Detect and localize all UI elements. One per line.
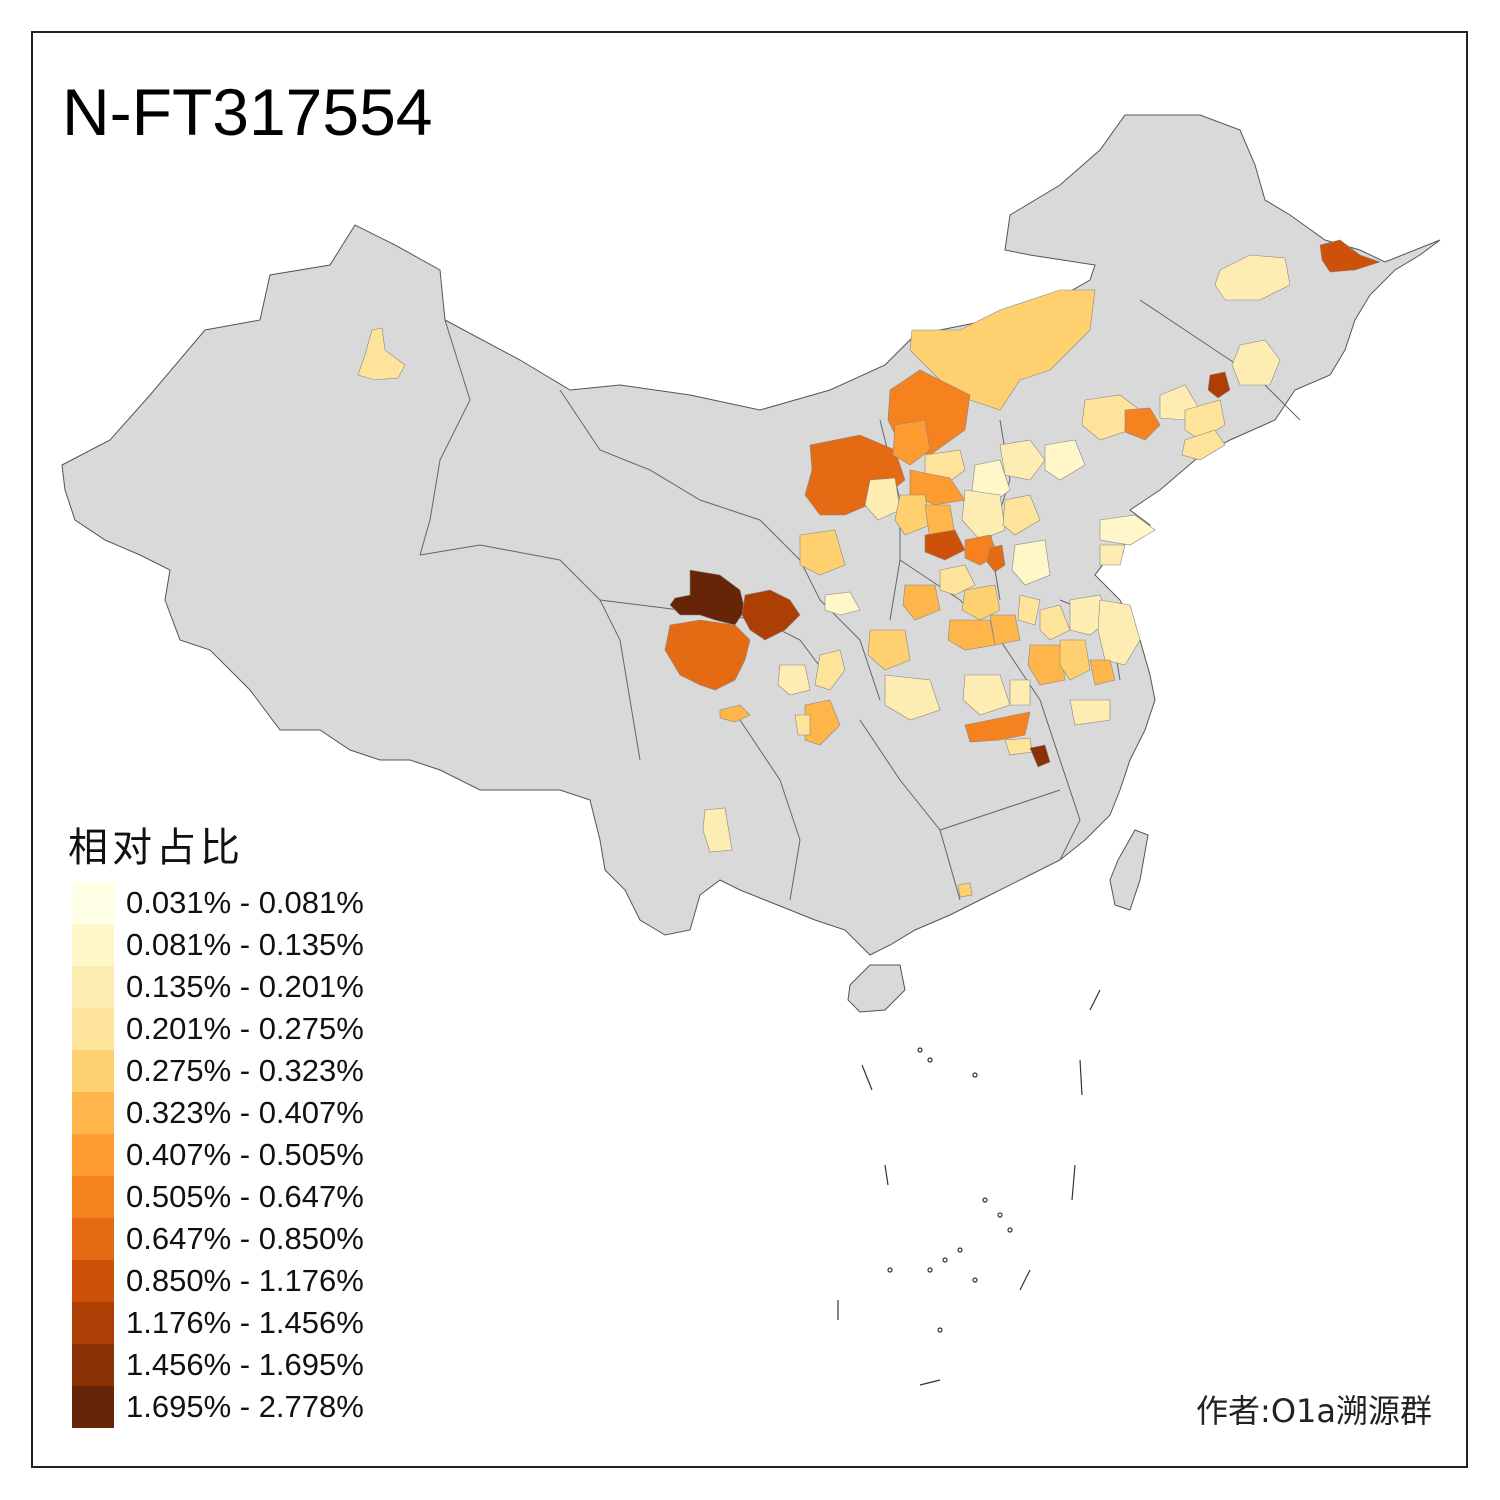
region-guangdong-spot	[957, 882, 973, 898]
region-shanxi-1	[892, 419, 931, 466]
legend-item: 0.505% - 0.647%	[72, 1176, 364, 1218]
region-henan-4	[947, 619, 996, 651]
region-heilongjiang-ne	[1319, 239, 1381, 273]
region-aba	[664, 619, 751, 691]
legend-item: 0.031% - 0.081%	[72, 882, 364, 924]
taiwan-island	[1109, 829, 1149, 911]
region-harbin	[1231, 339, 1281, 386]
region-henan-6	[1017, 594, 1041, 626]
legend-swatch	[72, 1302, 114, 1344]
legend-swatch	[72, 882, 114, 924]
hainan-island	[847, 964, 906, 1013]
legend-swatch	[72, 1092, 114, 1134]
legend-label: 0.201% - 0.275%	[126, 1011, 364, 1046]
region-ganzi-spot	[719, 704, 751, 723]
region-heilongjiang-mid	[1214, 254, 1291, 301]
region-jilin-dark	[1207, 371, 1231, 399]
region-xianning	[1004, 737, 1033, 756]
region-anhui-1	[1039, 604, 1071, 641]
legend-label: 0.135% - 0.201%	[126, 969, 364, 1004]
region-shanxi-4	[864, 477, 901, 521]
legend-swatch	[72, 1344, 114, 1386]
legend-swatch	[72, 924, 114, 966]
region-gansu-s	[741, 589, 801, 641]
legend-item: 0.407% - 0.505%	[72, 1134, 364, 1176]
legend-label: 0.647% - 0.850%	[126, 1221, 364, 1256]
region-hebei-4	[961, 489, 1006, 541]
region-shandong-e	[1099, 514, 1156, 546]
legend-item: 0.275% - 0.323%	[72, 1050, 364, 1092]
region-shaanxi-n	[799, 529, 846, 576]
legend-item: 0.323% - 0.407%	[72, 1092, 364, 1134]
region-sichuan-1	[777, 664, 811, 696]
legend-label: 0.081% - 0.135%	[126, 927, 364, 962]
region-kunming	[702, 807, 733, 853]
china-landmass	[61, 114, 1441, 956]
region-jiangsu	[1097, 599, 1141, 666]
region-henan-1	[902, 584, 941, 621]
region-anhui-5	[1089, 659, 1116, 686]
legend-swatch	[72, 1134, 114, 1176]
region-anhui-4	[1059, 639, 1091, 681]
region-hanzhong	[867, 629, 911, 671]
region-jingzhou	[964, 711, 1031, 743]
region-hubei-3	[1009, 679, 1031, 706]
region-hubei-4	[1069, 699, 1111, 726]
legend-item: 1.456% - 1.695%	[72, 1344, 364, 1386]
map-frame	[31, 31, 1468, 1468]
region-henan-5	[989, 614, 1021, 646]
legend-item: 0.850% - 1.176%	[72, 1260, 364, 1302]
region-xinjiang	[357, 327, 406, 381]
region-shandong-w	[1011, 539, 1051, 586]
legend-label: 0.323% - 0.407%	[126, 1095, 364, 1130]
legend-title: 相对占比	[68, 825, 244, 871]
region-xinxiang	[986, 544, 1006, 573]
legend-swatch	[72, 1218, 114, 1260]
region-hebei-1	[999, 439, 1046, 481]
legend: 0.031% - 0.081% 0.081% - 0.135% 0.135% - 0…	[72, 882, 364, 1428]
region-xining	[669, 569, 746, 626]
legend-swatch	[72, 1008, 114, 1050]
legend-swatch	[72, 966, 114, 1008]
region-liaoning-2	[1124, 407, 1161, 441]
legend-swatch	[72, 1386, 114, 1428]
region-shanxi-5	[894, 494, 931, 536]
legend-item: 0.647% - 0.850%	[72, 1218, 364, 1260]
region-sichuan-2	[794, 714, 811, 736]
region-hubei-1	[884, 674, 941, 721]
map-title: N-FT317554	[62, 75, 433, 149]
legend-label: 0.031% - 0.081%	[126, 885, 364, 920]
scs-islands	[837, 989, 1101, 1386]
region-anhui-3	[1027, 644, 1066, 686]
region-guangyuan	[814, 649, 846, 691]
region-hebei-5	[1002, 494, 1041, 536]
region-hubei-2	[962, 674, 1011, 716]
region-jincheng	[924, 529, 966, 561]
legend-swatch	[72, 1050, 114, 1092]
region-jiujiang	[1029, 744, 1051, 768]
legend-item: 0.135% - 0.201%	[72, 966, 364, 1008]
legend-label: 0.407% - 0.505%	[126, 1137, 364, 1172]
legend-label: 0.275% - 0.323%	[126, 1053, 364, 1088]
region-qingdao	[1099, 544, 1126, 566]
author-credit: 作者:O1a溯源群	[1196, 1392, 1432, 1430]
legend-item: 0.201% - 0.275%	[72, 1008, 364, 1050]
legend-label: 1.176% - 1.456%	[126, 1305, 364, 1340]
region-hebei-2	[1044, 439, 1086, 481]
legend-label: 1.695% - 2.778%	[126, 1389, 364, 1424]
region-dandong	[1181, 429, 1226, 461]
legend-swatch	[72, 1260, 114, 1302]
legend-swatch	[72, 1176, 114, 1218]
region-tianshui	[824, 591, 861, 616]
colored-regions	[357, 239, 1381, 898]
legend-label: 0.505% - 0.647%	[126, 1179, 364, 1214]
legend-item: 1.695% - 2.778%	[72, 1386, 364, 1428]
legend-label: 1.456% - 1.695%	[126, 1347, 364, 1382]
legend-label: 0.850% - 1.176%	[126, 1263, 364, 1298]
legend-item: 0.081% - 0.135%	[72, 924, 364, 966]
legend-item: 1.176% - 1.456%	[72, 1302, 364, 1344]
